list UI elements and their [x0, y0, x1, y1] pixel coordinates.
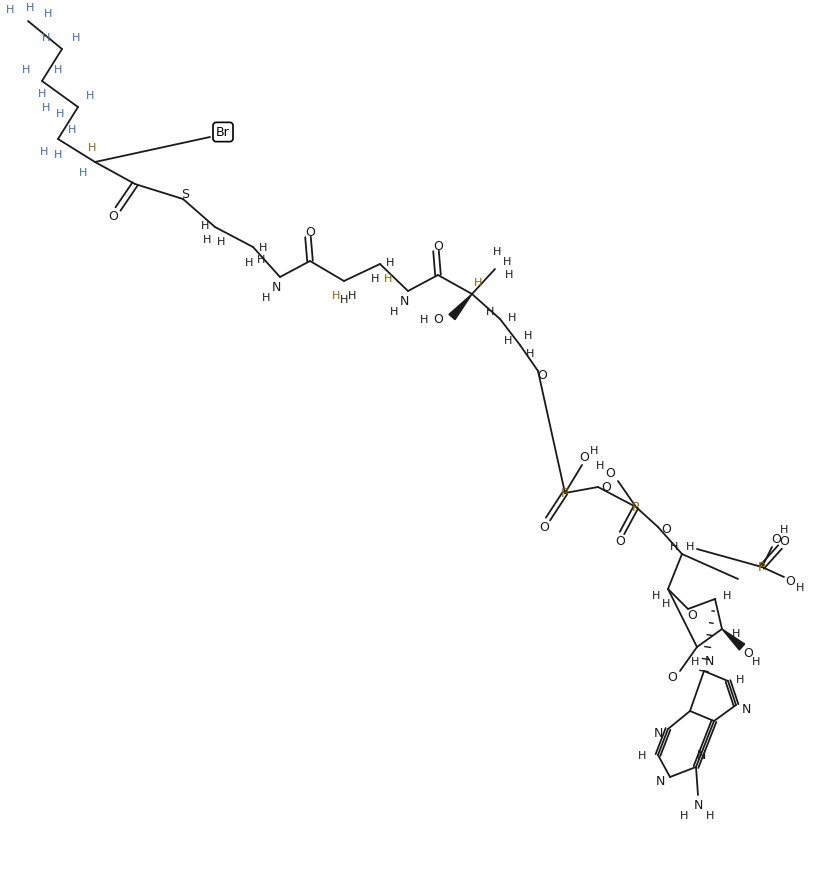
- Text: O: O: [686, 609, 696, 622]
- Text: O: O: [770, 533, 780, 546]
- Text: P: P: [758, 561, 765, 574]
- Text: H: H: [503, 335, 512, 346]
- Text: H: H: [795, 582, 803, 593]
- Text: H: H: [22, 65, 30, 75]
- Text: O: O: [600, 481, 610, 494]
- Text: H: H: [384, 274, 392, 283]
- Text: H: H: [40, 147, 48, 156]
- Text: H: H: [26, 3, 34, 13]
- Text: H: H: [54, 149, 62, 160]
- Text: H: H: [485, 307, 494, 316]
- Text: O: O: [304, 225, 314, 238]
- Text: O: O: [433, 313, 442, 326]
- Text: H: H: [507, 313, 515, 322]
- Text: P: P: [561, 487, 568, 500]
- Text: O: O: [667, 671, 676, 684]
- Text: H: H: [735, 674, 743, 684]
- Text: H: H: [637, 750, 645, 760]
- Text: H: H: [203, 235, 211, 245]
- Text: H: H: [259, 242, 267, 253]
- Text: O: O: [108, 210, 117, 223]
- Text: H: H: [55, 109, 65, 119]
- Text: H: H: [595, 461, 604, 470]
- Text: N: N: [704, 654, 713, 667]
- Text: O: O: [537, 369, 547, 382]
- Text: H: H: [661, 599, 669, 608]
- Text: H: H: [390, 307, 398, 316]
- Text: H: H: [41, 103, 50, 113]
- Text: O: O: [433, 239, 442, 252]
- Text: H: H: [38, 89, 46, 99]
- Text: H: H: [492, 247, 500, 256]
- Text: H: H: [690, 656, 698, 667]
- Text: H: H: [68, 125, 76, 135]
- Text: N: N: [653, 726, 662, 740]
- Text: H: H: [385, 258, 394, 268]
- Text: N: N: [740, 703, 750, 716]
- Text: H: H: [347, 290, 356, 301]
- Text: O: O: [538, 521, 548, 534]
- Text: O: O: [614, 535, 624, 547]
- Text: H: H: [201, 221, 209, 231]
- Text: H: H: [504, 269, 513, 280]
- Text: P: P: [632, 501, 639, 514]
- Polygon shape: [448, 295, 471, 321]
- Text: O: O: [605, 467, 614, 480]
- Text: H: H: [88, 143, 96, 153]
- Text: N: N: [692, 799, 702, 812]
- Text: H: H: [256, 255, 265, 265]
- Text: N: N: [696, 748, 705, 761]
- Text: H: H: [370, 274, 379, 283]
- Text: O: O: [660, 523, 670, 536]
- Text: H: H: [473, 278, 481, 288]
- Text: H: H: [502, 256, 510, 267]
- Text: H: H: [705, 810, 714, 820]
- Text: H: H: [731, 628, 739, 638]
- Text: H: H: [339, 295, 348, 305]
- Text: H: H: [669, 541, 677, 551]
- Text: N: N: [271, 282, 280, 295]
- Text: H: H: [751, 656, 759, 667]
- Text: O: O: [778, 535, 788, 547]
- Text: H: H: [261, 293, 270, 302]
- Text: H: H: [79, 168, 87, 178]
- Text: H: H: [722, 590, 730, 600]
- Text: H: H: [419, 315, 428, 325]
- Text: N: N: [654, 774, 664, 787]
- Text: H: H: [685, 541, 693, 551]
- Text: H: H: [525, 348, 533, 359]
- Text: H: H: [679, 810, 687, 820]
- Text: O: O: [742, 647, 752, 660]
- Polygon shape: [721, 629, 743, 650]
- Text: H: H: [54, 65, 62, 75]
- Text: H: H: [6, 5, 14, 15]
- Text: O: O: [784, 574, 794, 587]
- Text: H: H: [44, 9, 52, 19]
- Text: H: H: [332, 290, 340, 301]
- Text: H: H: [72, 33, 80, 43]
- Text: H: H: [651, 590, 659, 600]
- Text: S: S: [181, 189, 189, 202]
- Text: H: H: [523, 330, 532, 341]
- Text: Br: Br: [216, 126, 230, 139]
- Text: H: H: [245, 258, 253, 268]
- Text: H: H: [86, 91, 94, 101]
- Text: H: H: [589, 446, 597, 455]
- Text: H: H: [779, 524, 787, 534]
- Text: N: N: [399, 295, 409, 308]
- Text: O: O: [578, 451, 588, 464]
- Text: H: H: [217, 236, 225, 247]
- Text: H: H: [41, 33, 50, 43]
